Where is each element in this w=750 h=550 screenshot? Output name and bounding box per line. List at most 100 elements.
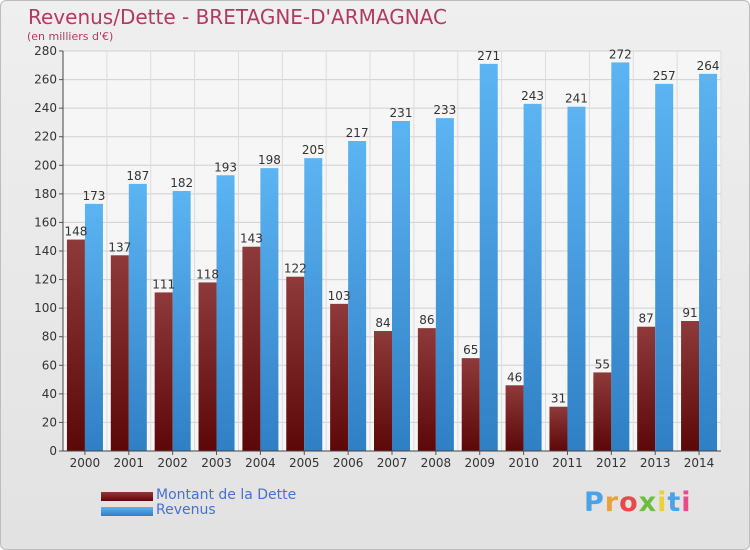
data-label-revenue: 241 — [565, 92, 588, 106]
x-tick-label: 2007 — [377, 456, 408, 470]
legend-swatch-debt — [101, 492, 153, 501]
x-tick-label: 2012 — [596, 456, 627, 470]
axis-layer: 0 20 40 60 80 100 120 140 160 180 200 220 240 260 280 2… — [34, 44, 721, 470]
y-tick-label: 260 — [34, 73, 57, 87]
data-label-debt: 143 — [240, 232, 263, 246]
bar-debt — [330, 303, 349, 451]
data-label-debt: 111 — [152, 277, 175, 291]
chart-subtitle: (en milliers d'€) — [27, 30, 114, 43]
bar-debt — [461, 358, 480, 451]
bar-debt — [154, 292, 173, 451]
bar-revenue — [260, 168, 279, 451]
data-label-revenue: 205 — [302, 143, 325, 157]
logo-letter: x — [638, 487, 658, 518]
y-tick-label: 60 — [42, 358, 57, 372]
x-tick-label: 2014 — [684, 456, 715, 470]
bar-debt — [242, 246, 261, 451]
x-tick-label: 2001 — [114, 456, 145, 470]
bar-revenue — [216, 175, 235, 452]
x-tick-label: 2000 — [70, 456, 101, 470]
bar-revenue — [348, 141, 367, 451]
legend-label-debt: Montant de la Dette — [156, 487, 297, 503]
data-label-revenue: 173 — [82, 189, 105, 203]
bars-layer — [66, 62, 718, 452]
bar-debt — [110, 255, 129, 451]
x-tick-label: 2005 — [289, 456, 320, 470]
logo-letter: o — [619, 487, 639, 518]
data-label-revenue: 243 — [521, 89, 544, 103]
data-label-debt: 103 — [328, 289, 351, 303]
logo-letter: P — [584, 487, 605, 518]
data-label-debt: 55 — [595, 357, 610, 371]
x-tick-label: 2008 — [421, 456, 452, 470]
data-label-revenue: 257 — [653, 69, 676, 83]
data-label-revenue: 217 — [346, 126, 369, 140]
x-tick-label: 2002 — [157, 456, 188, 470]
data-label-debt: 137 — [108, 240, 131, 254]
labels-layer: 148 173 137 187 111 182 118 193 143 198 122 205 103 2… — [64, 47, 719, 405]
y-tick-label: 200 — [34, 158, 57, 172]
y-tick-label: 220 — [34, 130, 57, 144]
data-label-debt: 86 — [419, 313, 434, 327]
data-label-debt: 84 — [375, 316, 390, 330]
bar-debt — [66, 239, 85, 451]
bar-revenue — [128, 183, 147, 451]
data-label-debt: 46 — [507, 370, 522, 384]
bar-revenue — [523, 103, 542, 451]
y-tick-label: 80 — [42, 330, 57, 344]
y-tick-label: 280 — [34, 44, 57, 58]
y-tick-label: 240 — [34, 101, 57, 115]
data-label-revenue: 193 — [214, 160, 237, 174]
x-tick-label: 2006 — [333, 456, 364, 470]
proxiti-logo: Proxiti — [584, 487, 692, 518]
bar-debt — [417, 328, 436, 451]
logo-letter: r — [604, 487, 620, 518]
data-label-debt: 118 — [196, 267, 219, 281]
bar-revenue — [435, 118, 454, 452]
legend-label-revenue: Revenus — [156, 502, 216, 518]
data-label-revenue: 182 — [170, 176, 193, 190]
y-tick-label: 140 — [34, 244, 57, 258]
bar-revenue — [611, 62, 630, 452]
y-tick-label: 120 — [34, 273, 57, 287]
data-label-debt: 31 — [551, 392, 566, 406]
data-label-debt: 65 — [463, 343, 478, 357]
bar-debt — [549, 406, 568, 451]
y-tick-label: 20 — [42, 415, 57, 429]
data-label-revenue: 272 — [609, 47, 632, 61]
bar-revenue — [479, 63, 498, 451]
bar-revenue — [392, 121, 410, 451]
bar-revenue — [304, 158, 323, 451]
legend-swatch-revenue — [101, 507, 153, 516]
x-tick-label: 2013 — [640, 456, 671, 470]
bar-revenue — [655, 83, 674, 451]
bar-revenue — [84, 203, 103, 451]
y-tick-label: 0 — [49, 444, 57, 458]
y-tick-label: 180 — [34, 187, 57, 201]
logo-letter: i — [657, 487, 668, 518]
data-label-debt: 122 — [284, 262, 307, 276]
bar-debt — [637, 326, 656, 451]
bar-revenue — [699, 73, 718, 451]
data-label-debt: 87 — [639, 312, 654, 326]
y-tick-label: 100 — [34, 301, 57, 315]
chart-title: Revenus/Dette - BRETAGNE-D'ARMAGNAC — [28, 5, 447, 29]
data-label-revenue: 264 — [697, 59, 720, 73]
data-label-revenue: 271 — [477, 49, 500, 63]
x-tick-label: 2009 — [464, 456, 495, 470]
data-label-debt: 148 — [64, 225, 87, 239]
bar-debt — [593, 372, 612, 451]
bar-debt — [286, 276, 305, 451]
data-label-revenue: 231 — [390, 106, 413, 120]
x-tick-label: 2004 — [245, 456, 276, 470]
bar-debt — [505, 385, 524, 451]
bar-revenue — [567, 106, 586, 451]
data-label-revenue: 187 — [126, 169, 149, 183]
logo-letter: t — [667, 487, 682, 518]
data-label-revenue: 198 — [258, 153, 281, 167]
bar-debt — [198, 282, 217, 451]
data-label-revenue: 233 — [433, 103, 456, 117]
x-tick-label: 2010 — [508, 456, 539, 470]
y-tick-label: 40 — [42, 387, 57, 401]
